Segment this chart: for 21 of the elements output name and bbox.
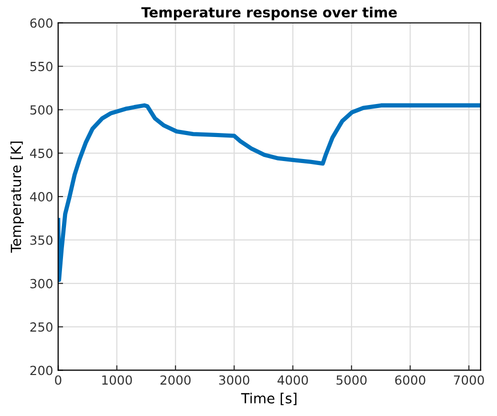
y-tick-label: 350 [30, 235, 52, 245]
y-tick-label: 250 [30, 322, 52, 332]
x-tick-label: 5000 [336, 375, 367, 385]
y-tick-label: 450 [30, 148, 52, 158]
line-series [58, 103, 481, 282]
y-axis-title: Temperature [K] [10, 142, 24, 253]
y-tick-label: 550 [30, 62, 52, 72]
x-tick-label: 0 [54, 375, 62, 385]
y-tick-label: 200 [30, 366, 52, 376]
x-tick-label: 4000 [278, 375, 308, 385]
x-axis-title: Time [s] [241, 392, 296, 406]
x-tick-label: 7000 [454, 375, 484, 385]
y-tick-label: 500 [30, 105, 52, 115]
x-tick-label: 3000 [219, 375, 250, 385]
chart-title: Temperature response over time [141, 6, 397, 20]
x-tick-label: 6000 [395, 375, 426, 385]
y-tick-label: 400 [30, 192, 52, 202]
x-tick-label: 2000 [160, 375, 191, 385]
x-tick-label: 1000 [102, 375, 132, 385]
y-tick-label: 600 [30, 18, 52, 28]
y-tick-label: 300 [30, 278, 52, 288]
